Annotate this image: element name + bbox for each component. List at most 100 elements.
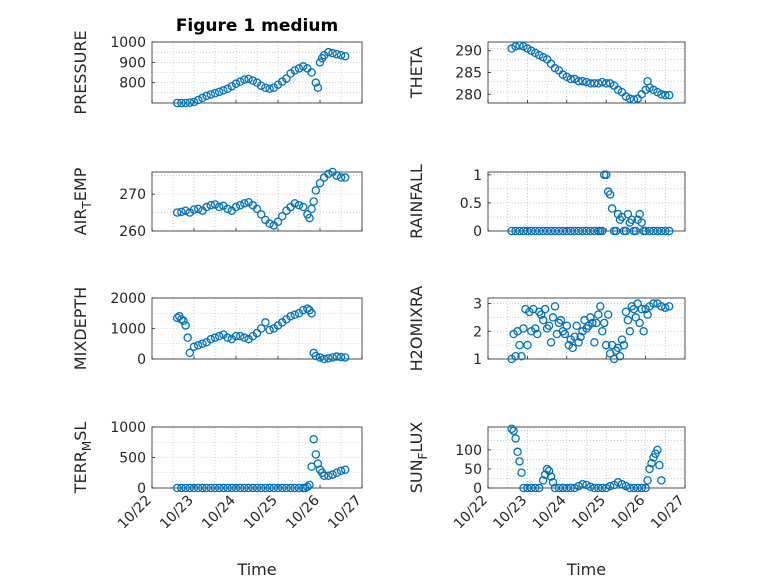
panel-rainfall-ytick-label: 0 [473, 224, 482, 240]
panel-mixdepth-point [240, 333, 249, 342]
panel-h2omixra: 1 2 3 H2OMIXRA [407, 286, 686, 371]
panel-theta-point [657, 90, 666, 99]
panel-sun_flux-xtick-label: 10/27 [648, 493, 688, 533]
panel-h2omixra-point [570, 332, 579, 342]
panel-terr_msl-point [340, 465, 350, 474]
panel-h2omixra-point [548, 313, 558, 322]
panel-sun_flux-point [586, 482, 595, 492]
panel-air_temp-ylabel: AIRTEMP [71, 167, 94, 235]
panel-mixdepth-point [231, 331, 241, 341]
panel-terr_msl-xtick-label: 10/22 [115, 493, 155, 533]
panel-sun_flux-point [574, 481, 583, 491]
panel-theta-point [594, 79, 603, 88]
panel-sun_flux-point [655, 460, 664, 470]
panel-h2omixra-point [517, 351, 526, 361]
panel-sun_flux-point [538, 476, 548, 485]
panel-sun_flux-point [544, 466, 554, 476]
panel-sun_flux-point [531, 483, 540, 493]
panel-terr_msl-xtick-label: 10/26 [283, 492, 323, 532]
panel-pressure-point [198, 93, 207, 103]
panel-h2omixra-point [635, 318, 644, 328]
panel-pressure-point [214, 87, 224, 97]
panel-rainfall-point [635, 209, 644, 219]
panel-theta-ylabel: THETA [407, 47, 426, 99]
panel-air_temp-point [193, 204, 203, 214]
panel-pressure-point [313, 83, 323, 93]
panel-sun_flux-point [590, 483, 599, 493]
panel-terr_msl-point [206, 483, 216, 493]
panel-air_temp-point [324, 169, 333, 179]
panel-theta-point [590, 79, 599, 88]
panel-terr_msl-point [202, 483, 211, 493]
panel-sun_flux-point [578, 479, 587, 489]
panel-rainfall-point [607, 204, 617, 213]
panel-sun_flux-point [511, 434, 520, 443]
panel-air_temp-point [277, 211, 287, 221]
panel-h2omixra-point [601, 340, 611, 350]
panel-theta-ytick-label: 280 [455, 87, 482, 103]
panel-terr_msl-point [198, 483, 207, 493]
panel-air_temp-point [210, 200, 220, 209]
panel-sun_flux-ytick-label: 100 [455, 443, 482, 459]
panel-air_temp-point [265, 219, 274, 228]
panel-terr_msl-point [244, 483, 253, 493]
panel-pressure-point [185, 98, 195, 107]
panel-rainfall-point [649, 226, 658, 236]
panel-sun_flux-xtick-label: 10/22 [451, 493, 491, 533]
panel-theta-ytick-label: 285 [455, 66, 482, 82]
panel-pressure-point [290, 66, 300, 75]
panel-rainfall-point [578, 226, 587, 236]
panel-mixdepth-point [315, 353, 325, 362]
panel-air_temp-point [340, 173, 350, 182]
panel-sun_flux-point [566, 483, 575, 493]
panel-h2omixra-point [639, 327, 648, 336]
panel-h2omixra-point [596, 302, 605, 311]
panel-sun_flux-point [637, 483, 646, 493]
panel-theta-point [629, 95, 639, 104]
panel-terr_msl-point [177, 483, 186, 493]
panel-pressure-point [206, 90, 216, 99]
panel-pressure-point [248, 76, 258, 85]
panel-mixdepth-ytick-label: 2000 [110, 291, 146, 307]
panel-pressure-point [244, 74, 253, 84]
panel-mixdepth-point [193, 341, 203, 350]
panel-sun_flux-point [542, 464, 552, 474]
panel-rainfall-point [661, 226, 670, 236]
panel-theta: 280 285 290 THETA [407, 41, 686, 104]
panel-theta-ytick-label: 290 [455, 44, 482, 60]
panel-terr_msl-ylabel: TERRMSL [71, 422, 94, 495]
panel-terr_msl-xtick-label: 10/25 [241, 493, 281, 533]
panel-air_temp-point [189, 205, 199, 214]
panel-h2omixra-point [546, 338, 556, 347]
panel-h2omixra-point [562, 321, 572, 330]
panel-theta-point [511, 42, 520, 51]
panel-sun_flux-point [519, 483, 528, 493]
panel-terr_msl: 0 500 1000 10/22 10/23 10/24 10/25 10/26 10/27 Ti… [71, 420, 365, 579]
panel-mixdepth-point [189, 342, 199, 352]
panel-mixdepth-point [181, 321, 190, 330]
panel-pressure-point [177, 98, 186, 108]
panel-sun_flux-point [594, 483, 603, 493]
panel-terr_msl-point [303, 482, 312, 492]
panel-rainfall-point [519, 226, 528, 236]
panel-terr_msl-point [290, 483, 300, 493]
panel-sun_flux-point [633, 483, 642, 493]
panel-rainfall-ylabel: RAINFALL [407, 164, 426, 239]
panel-h2omixra-point [531, 324, 540, 333]
panel-rainfall-ytick-label: 0.5 [460, 196, 482, 212]
panel-terr_msl-point [189, 483, 199, 493]
panel-pressure-point [172, 98, 182, 108]
panel-rainfall-point [621, 226, 631, 236]
panel-sun_flux-point [534, 483, 544, 493]
panel-sun_flux-point [546, 472, 556, 481]
panel-terr_msl-point [336, 466, 346, 476]
panel-rainfall-point [611, 226, 621, 236]
panel-mixdepth-point [252, 328, 262, 338]
panel-air_temp-ytick-label: 270 [119, 187, 146, 203]
panel-sun_flux-point [517, 468, 526, 477]
panel-h2omixra-ytick-label: 1 [473, 352, 482, 368]
panel-mixdepth-point [177, 315, 186, 324]
panel-pressure-point [315, 58, 325, 67]
panel-terr_msl-point [181, 483, 190, 493]
panel-pressure-point [219, 86, 228, 95]
